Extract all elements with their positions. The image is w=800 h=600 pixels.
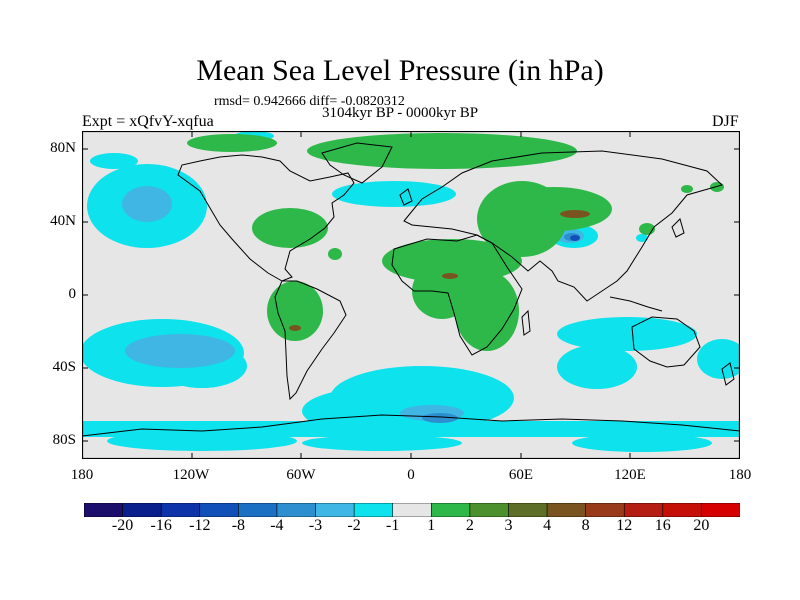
colorbar-label: -16 (150, 517, 172, 534)
colorbar-swatch (199, 503, 239, 517)
y-tick-label: 40S (52, 359, 76, 375)
new-zealand-coast (721, 362, 735, 386)
indonesia-coast (609, 296, 663, 312)
x-tick-label: 0 (407, 467, 415, 483)
map-title: Mean Sea Level Pressure (in hPa) (196, 54, 604, 87)
colorbar-label: 16 (654, 517, 671, 534)
colorbar (84, 503, 740, 517)
x-tick-label: 120E (614, 467, 646, 483)
colorbar-swatch (84, 503, 124, 517)
colorbar-label: 3 (504, 517, 513, 534)
colorbar-swatch (315, 503, 355, 517)
australia-coast (631, 316, 701, 368)
y-tick-label: 0 (68, 286, 77, 302)
y-tick-label: 40N (50, 213, 76, 229)
antarctica-coast (82, 414, 740, 437)
colorbar-swatch (122, 503, 162, 517)
colorbar-swatch (623, 503, 664, 517)
colorbar-swatch (508, 503, 548, 517)
x-tick-label: 180 (70, 467, 94, 483)
colorbar-label: -2 (347, 517, 361, 534)
positive-anomaly-green (187, 133, 724, 351)
colorbar-swatch (585, 503, 625, 517)
negative-anomaly-cyan (82, 131, 740, 452)
south-america-coast (274, 280, 347, 401)
colorbar-swatch (160, 503, 201, 517)
anomaly-fields (82, 131, 740, 452)
uk-coast (399, 188, 413, 206)
colorbar-swatch (701, 503, 740, 517)
colorbar-label: -12 (189, 517, 211, 534)
colorbar-label: -1 (386, 517, 400, 534)
colorbar-swatch (238, 503, 278, 517)
coastlines (82, 142, 740, 437)
x-tick-label: 60E (508, 467, 534, 483)
experiment-label: Expt = xQfvY-xqfua (82, 113, 214, 130)
greenland-coast (321, 142, 393, 184)
negative-anomaly-deepblue (570, 235, 580, 241)
colorbar-label: -4 (270, 517, 284, 534)
pressure-anomaly-map (82, 131, 740, 459)
colorbar-swatch (662, 503, 702, 517)
colorbar-label: -8 (231, 517, 246, 534)
x-tick-label: 180 (728, 467, 752, 483)
colorbar-label: -20 (111, 517, 134, 534)
colorbar-swatch (430, 503, 471, 517)
colorbar-swatch (276, 503, 317, 517)
y-tick-label: 80S (52, 432, 76, 448)
madagascar-coast (521, 309, 531, 336)
colorbar-swatch (546, 503, 587, 517)
colorbar-label: 1 (427, 517, 436, 534)
africa-coast (391, 234, 523, 356)
colorbar-swatch (469, 503, 509, 517)
season-label: DJF (712, 113, 739, 130)
x-tick-label: 60W (286, 467, 316, 483)
positive-anomaly-brown (289, 210, 590, 331)
colorbar-swatch (353, 503, 394, 517)
y-tick-label: 80N (50, 140, 76, 156)
rmsd-diff-stats: rmsd= 0.942666 diff= -0.0820312 (214, 94, 405, 109)
colorbar-label: 8 (581, 517, 590, 534)
colorbar-label: -3 (308, 517, 323, 534)
japan-coast (671, 218, 685, 238)
time-period-label: 3104kyr BP - 0000kyr BP (322, 105, 479, 121)
colorbar-label: 12 (616, 517, 633, 534)
colorbar-label: 20 (693, 517, 710, 534)
north-america-coast (177, 154, 355, 282)
colorbar-label: 4 (543, 517, 552, 534)
colorbar-label: 2 (465, 517, 474, 534)
x-tick-label: 120W (172, 467, 210, 483)
colorbar-swatch (392, 503, 432, 517)
tick-marks (82, 131, 740, 459)
